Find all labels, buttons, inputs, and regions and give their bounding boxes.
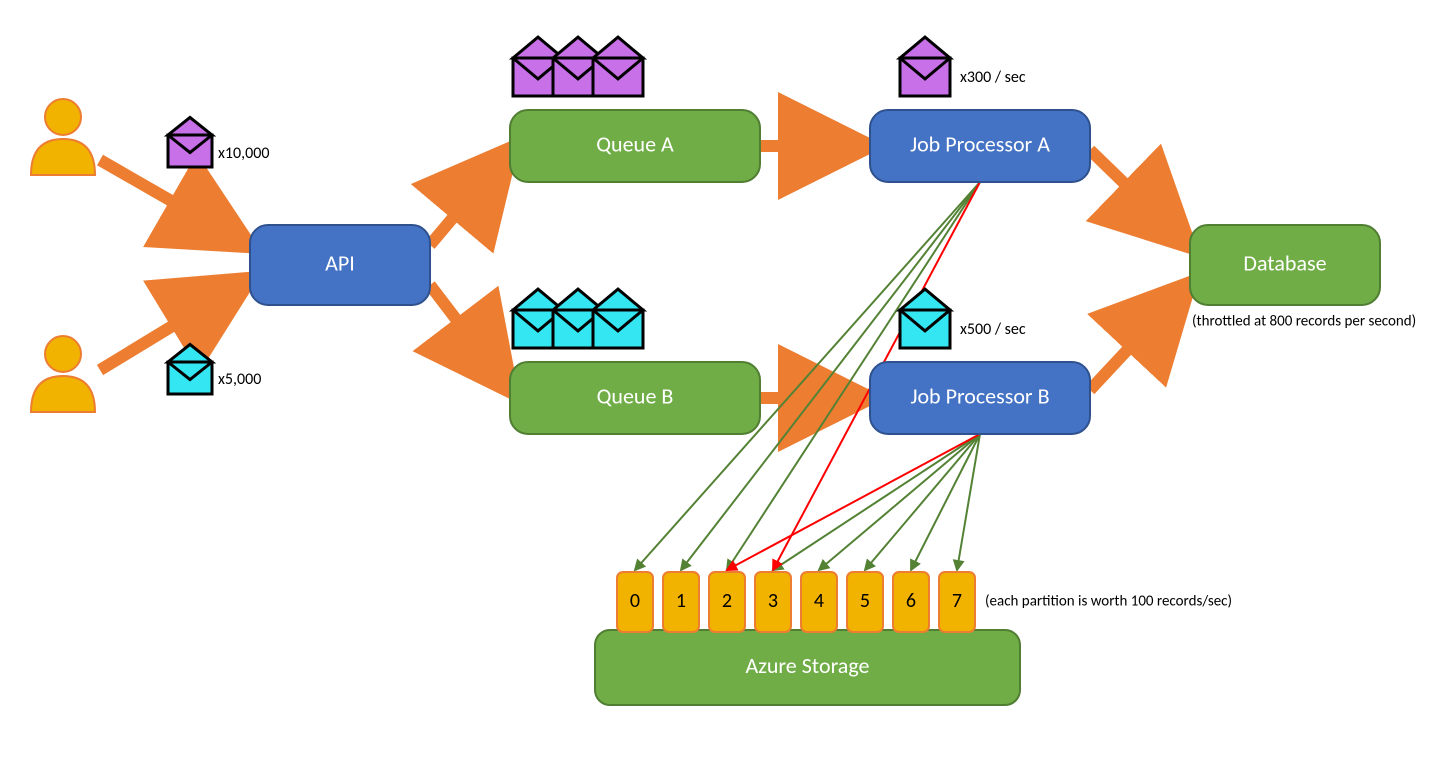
svg-text:API: API (325, 249, 355, 276)
lease-line (957, 434, 980, 570)
user-icon (31, 336, 95, 412)
partition-note: (each partition is worth 100 records/sec… (985, 593, 1232, 611)
svg-text:Queue B: Queue B (597, 382, 674, 409)
flow-arrow (100, 160, 248, 245)
svg-text:3: 3 (768, 589, 778, 613)
svg-text:1: 1 (676, 589, 686, 613)
azure-storage: Azure Storage (595, 630, 1020, 705)
envelope-icon (168, 117, 212, 167)
svg-text:4: 4 (814, 589, 824, 613)
partitions: 0 1 2 3 4 5 6 7 (617, 572, 975, 632)
svg-text:Database: Database (1243, 249, 1326, 276)
envelopes (168, 37, 950, 394)
lease-line (865, 434, 980, 570)
nodes: API Queue A Queue B Job Processor A Job Proc… (250, 110, 1380, 434)
flow-arrow (430, 285, 510, 390)
svg-text:Azure Storage: Azure Storage (746, 652, 870, 679)
envelope-icon (593, 37, 643, 96)
lease-line (727, 434, 980, 570)
lease-line (773, 434, 980, 570)
envelope-icon (900, 289, 950, 348)
svg-text:Job Processor B: Job Processor B (910, 382, 1049, 409)
flow-arrow (1090, 150, 1188, 245)
db-throttle: (throttled at 800 records per second) (1192, 313, 1416, 331)
svg-text:0: 0 (630, 589, 640, 613)
flow-arrow (1090, 285, 1188, 390)
user2-count: x5,000 (218, 370, 261, 389)
svg-text:2: 2 (722, 589, 732, 613)
svg-text:Queue A: Queue A (596, 130, 674, 157)
svg-text:Job Processor A: Job Processor A (910, 130, 1050, 157)
envelope-icon (168, 344, 212, 394)
user-icon (31, 99, 95, 175)
flow-arrow (430, 150, 510, 245)
procA-rate: x300 / sec (960, 68, 1026, 87)
envelope-icon (593, 289, 643, 348)
envelope-icon (900, 37, 950, 96)
users (31, 99, 95, 412)
procB-rate: x500 / sec (960, 320, 1026, 339)
svg-text:7: 7 (952, 589, 962, 613)
svg-text:5: 5 (860, 589, 870, 613)
svg-text:6: 6 (906, 589, 916, 613)
user1-count: x10,000 (218, 144, 269, 163)
lease-line (819, 434, 980, 570)
